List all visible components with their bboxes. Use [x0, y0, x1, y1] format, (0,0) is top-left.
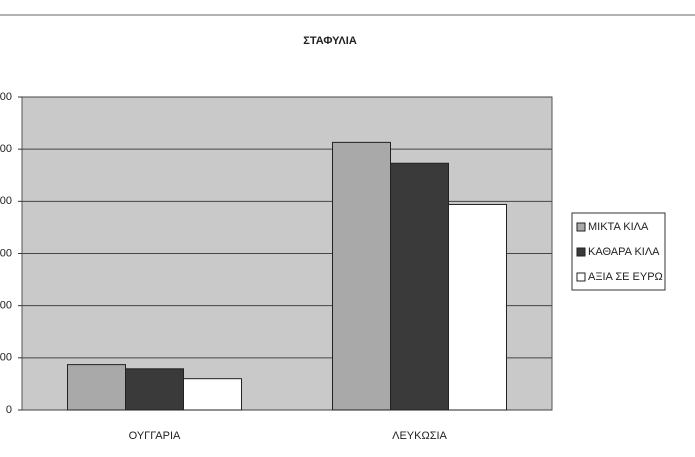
bar [390, 162, 449, 411]
y-tick-label: 0 [6, 404, 12, 416]
y-tick-label: 400 [0, 195, 12, 207]
legend-box [571, 212, 666, 291]
legend-label: ΚΑΘΑΡΑ ΚΙΛΑ [588, 246, 660, 258]
bar [125, 368, 184, 411]
y-tick-label: 600 [0, 91, 12, 103]
legend-swatch [576, 222, 586, 232]
y-tick-label: 200 [0, 300, 12, 312]
bar [332, 141, 391, 411]
x-tick-label: ΛΕΥΚΩΣΙΑ [392, 430, 447, 442]
legend-swatch [576, 272, 586, 282]
bar [183, 378, 242, 411]
bar [67, 364, 126, 411]
y-tick-label: 500 [0, 143, 12, 155]
legend-label: ΑΞΙΑ ΣΕ ΕΥΡΩ [588, 271, 663, 283]
legend-swatch [576, 247, 586, 257]
y-tick-label: 100 [0, 352, 12, 364]
x-tick-label: ΟΥΓΓΑΡΙΑ [129, 430, 181, 442]
legend-label: ΜΙΚΤΑ ΚΙΛΑ [588, 221, 649, 233]
y-tick-label: 300 [0, 247, 12, 259]
bar [448, 203, 507, 411]
chart-title: ΣΤΑΦΥΛΙΑ [303, 35, 357, 47]
